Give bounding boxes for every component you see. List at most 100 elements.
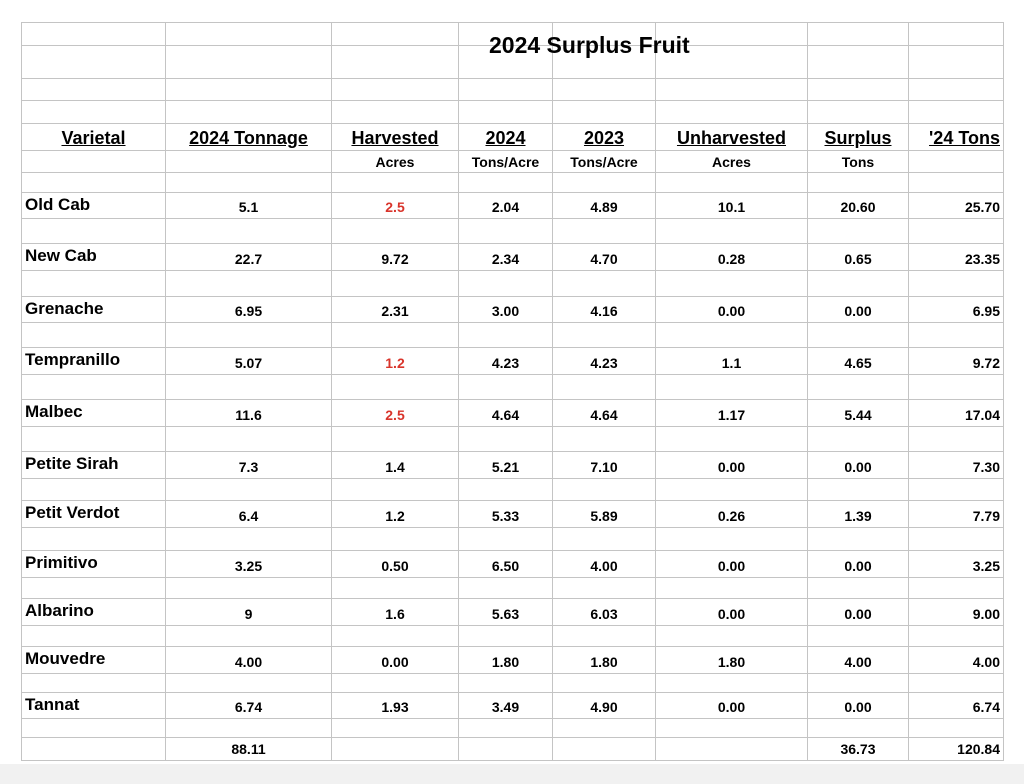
empty-cell[interactable] [165, 527, 332, 551]
empty-cell[interactable] [458, 426, 553, 452]
empty-cell[interactable] [552, 426, 656, 452]
tonnage-cell[interactable]: 6.4 [165, 500, 332, 528]
tons-per-acre-2024-cell[interactable]: 3.00 [458, 296, 553, 323]
surplus-tons-cell[interactable]: 1.39 [807, 500, 909, 528]
empty-cell[interactable] [165, 718, 332, 738]
varietal-name[interactable]: New Cab [21, 243, 166, 271]
empty-cell[interactable] [807, 527, 909, 551]
header-harvested-acres[interactable]: Harvested [331, 123, 459, 151]
empty-cell[interactable] [331, 426, 459, 452]
empty-cell[interactable] [552, 78, 656, 101]
varietal-name[interactable]: Petite Sirah [21, 451, 166, 479]
empty-cell[interactable] [21, 478, 166, 501]
varietal-name[interactable]: Primitivo [21, 550, 166, 578]
subheader-tons-2024-total[interactable] [908, 150, 1004, 173]
total-tons-2024-total[interactable]: 120.84 [908, 737, 1004, 761]
empty-cell[interactable] [807, 673, 909, 693]
empty-cell[interactable] [908, 478, 1004, 501]
empty-cell[interactable] [807, 577, 909, 599]
empty-cell[interactable] [807, 100, 909, 124]
empty-cell[interactable] [21, 172, 166, 193]
varietal-name[interactable]: Petit Verdot [21, 500, 166, 528]
empty-cell[interactable] [21, 374, 166, 400]
empty-cell[interactable] [552, 718, 656, 738]
empty-cell[interactable] [331, 374, 459, 400]
empty-cell[interactable] [331, 478, 459, 501]
empty-cell[interactable] [331, 718, 459, 738]
empty-cell[interactable] [655, 218, 808, 244]
tonnage-cell[interactable]: 5.1 [165, 192, 332, 219]
empty-cell[interactable] [331, 218, 459, 244]
subheader-harvested-acres[interactable]: Acres [331, 150, 459, 173]
tonnage-cell[interactable]: 22.7 [165, 243, 332, 271]
tons-2024-total-cell[interactable]: 6.95 [908, 296, 1004, 323]
tons-per-acre-2024-cell[interactable]: 2.34 [458, 243, 553, 271]
empty-cell[interactable] [165, 45, 332, 79]
empty-cell[interactable] [165, 218, 332, 244]
tons-per-acre-2024-cell[interactable]: 2.04 [458, 192, 553, 219]
tons-per-acre-2023-cell[interactable]: 4.00 [552, 550, 656, 578]
total-unharvested-acres[interactable] [655, 737, 808, 761]
tons-2024-total-cell[interactable]: 9.72 [908, 347, 1004, 375]
tons-per-acre-2023-cell[interactable]: 4.64 [552, 399, 656, 427]
tons-per-acre-2024-cell[interactable]: 4.23 [458, 347, 553, 375]
empty-cell[interactable] [655, 100, 808, 124]
empty-cell[interactable] [807, 718, 909, 738]
empty-cell[interactable] [331, 527, 459, 551]
empty-cell[interactable] [655, 22, 808, 46]
empty-cell[interactable] [552, 625, 656, 647]
tons-2024-total-cell[interactable]: 25.70 [908, 192, 1004, 219]
surplus-tons-cell[interactable]: 4.65 [807, 347, 909, 375]
tons-per-acre-2023-cell[interactable]: 4.70 [552, 243, 656, 271]
varietal-name[interactable]: Albarino [21, 598, 166, 626]
header-tons-per-acre-2024[interactable]: 2024 [458, 123, 553, 151]
empty-cell[interactable] [21, 673, 166, 693]
empty-cell[interactable] [908, 577, 1004, 599]
subheader-tons-per-acre-2024[interactable]: Tons/Acre [458, 150, 553, 173]
harvested-acres-cell[interactable]: 0.00 [331, 646, 459, 674]
tons-2024-total-cell[interactable]: 9.00 [908, 598, 1004, 626]
surplus-tons-cell[interactable]: 0.00 [807, 451, 909, 479]
empty-cell[interactable] [458, 218, 553, 244]
empty-cell[interactable] [331, 322, 459, 348]
empty-cell[interactable] [908, 527, 1004, 551]
empty-cell[interactable] [552, 577, 656, 599]
empty-cell[interactable] [21, 22, 166, 46]
unharvested-acres-cell[interactable]: 0.00 [655, 598, 808, 626]
tonnage-cell[interactable]: 6.95 [165, 296, 332, 323]
tonnage-cell[interactable]: 5.07 [165, 347, 332, 375]
empty-cell[interactable] [165, 22, 332, 46]
surplus-tons-cell[interactable]: 20.60 [807, 192, 909, 219]
header-varietal[interactable]: Varietal [21, 123, 166, 151]
empty-cell[interactable] [807, 625, 909, 647]
tonnage-cell[interactable]: 9 [165, 598, 332, 626]
subheader-varietal[interactable] [21, 150, 166, 173]
header-tons-per-acre-2023[interactable]: 2023 [552, 123, 656, 151]
empty-cell[interactable] [458, 270, 553, 297]
tons-per-acre-2023-cell[interactable]: 7.10 [552, 451, 656, 479]
tons-per-acre-2024-cell[interactable]: 5.33 [458, 500, 553, 528]
empty-cell[interactable] [655, 673, 808, 693]
empty-cell[interactable] [165, 78, 332, 101]
surplus-tons-cell[interactable]: 0.00 [807, 550, 909, 578]
varietal-name[interactable]: Malbec [21, 399, 166, 427]
harvested-acres-cell[interactable]: 1.4 [331, 451, 459, 479]
header-tonnage[interactable]: 2024 Tonnage [165, 123, 332, 151]
empty-cell[interactable] [908, 22, 1004, 46]
empty-cell[interactable] [552, 172, 656, 193]
surplus-tons-cell[interactable]: 4.00 [807, 646, 909, 674]
empty-cell[interactable] [552, 45, 656, 79]
empty-cell[interactable] [908, 78, 1004, 101]
empty-cell[interactable] [165, 625, 332, 647]
empty-cell[interactable] [165, 673, 332, 693]
varietal-name[interactable]: Tannat [21, 692, 166, 719]
tonnage-cell[interactable]: 11.6 [165, 399, 332, 427]
empty-cell[interactable] [655, 718, 808, 738]
empty-cell[interactable] [165, 478, 332, 501]
empty-cell[interactable] [655, 172, 808, 193]
subheader-tons-per-acre-2023[interactable]: Tons/Acre [552, 150, 656, 173]
empty-cell[interactable] [908, 172, 1004, 193]
empty-cell[interactable] [458, 374, 553, 400]
empty-cell[interactable] [908, 718, 1004, 738]
empty-cell[interactable] [552, 100, 656, 124]
